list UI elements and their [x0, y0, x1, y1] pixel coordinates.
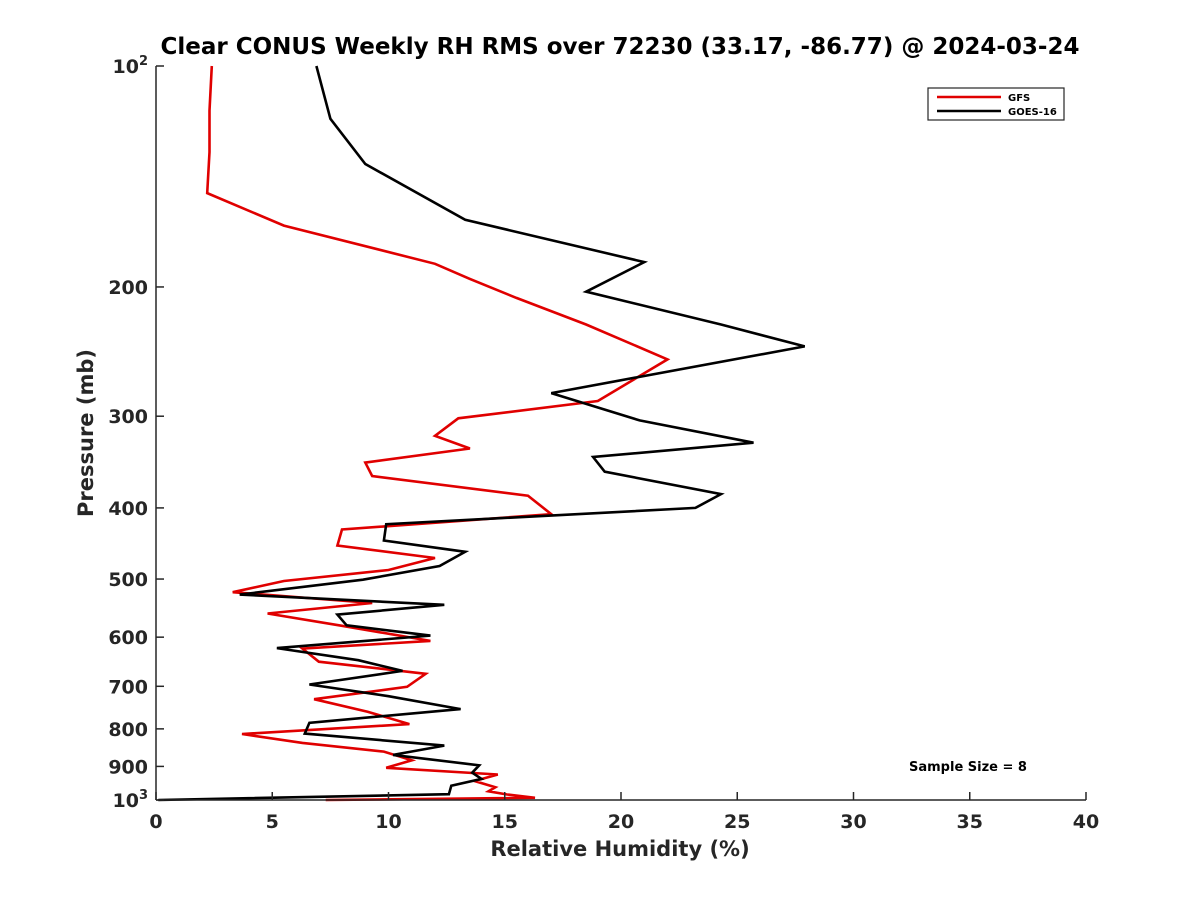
x-tick-label: 25: [724, 811, 750, 833]
y-tick-label: 102: [113, 54, 149, 78]
y-tick-label: 500: [108, 569, 148, 591]
x-tick-label: 35: [957, 811, 983, 833]
legend-label-gfs: GFS: [1008, 93, 1030, 104]
y-tick-label: 700: [108, 676, 148, 698]
x-axis-title: Relative Humidity (%): [490, 837, 749, 861]
x-tick-label: 20: [608, 811, 634, 833]
y-tick-label: 900: [108, 756, 148, 778]
x-tick-label: 15: [492, 811, 518, 833]
series-line-gfs: [205, 65, 671, 802]
sample-size-annotation: Sample Size = 8: [909, 760, 1027, 775]
x-tick-label: 10: [375, 811, 401, 833]
legend-label-goes-16: GOES-16: [1008, 107, 1057, 118]
chart-title: Clear CONUS Weekly RH RMS over 72230 (33…: [161, 34, 1080, 60]
legend: GFS GOES-16: [927, 87, 1065, 121]
y-tick-label: 600: [108, 627, 148, 649]
x-tick-label: 30: [840, 811, 866, 833]
y-tick-label: 400: [108, 498, 148, 520]
x-tick-label: 0: [149, 811, 162, 833]
x-tick-label: 40: [1073, 811, 1099, 833]
y-tick-label: 200: [108, 277, 148, 299]
plot-area: 0 5 10 15 20 25 30 35 40 102 200 300 400 500 600 700 800…: [108, 54, 1099, 833]
x-tick-label: 5: [266, 811, 279, 833]
y-tick-label: 103: [113, 788, 149, 812]
series-line-goes-16: [158, 65, 806, 802]
y-axis-title: Pressure (mb): [74, 349, 98, 517]
y-tick-label: 300: [108, 406, 148, 428]
axes-layer: 0 5 10 15 20 25 30 35 40 102 200 300 400 500 600 700 800…: [108, 54, 1099, 833]
y-tick-label: 800: [108, 719, 148, 741]
legend-box: [927, 87, 1065, 121]
series-layer: [158, 65, 806, 802]
